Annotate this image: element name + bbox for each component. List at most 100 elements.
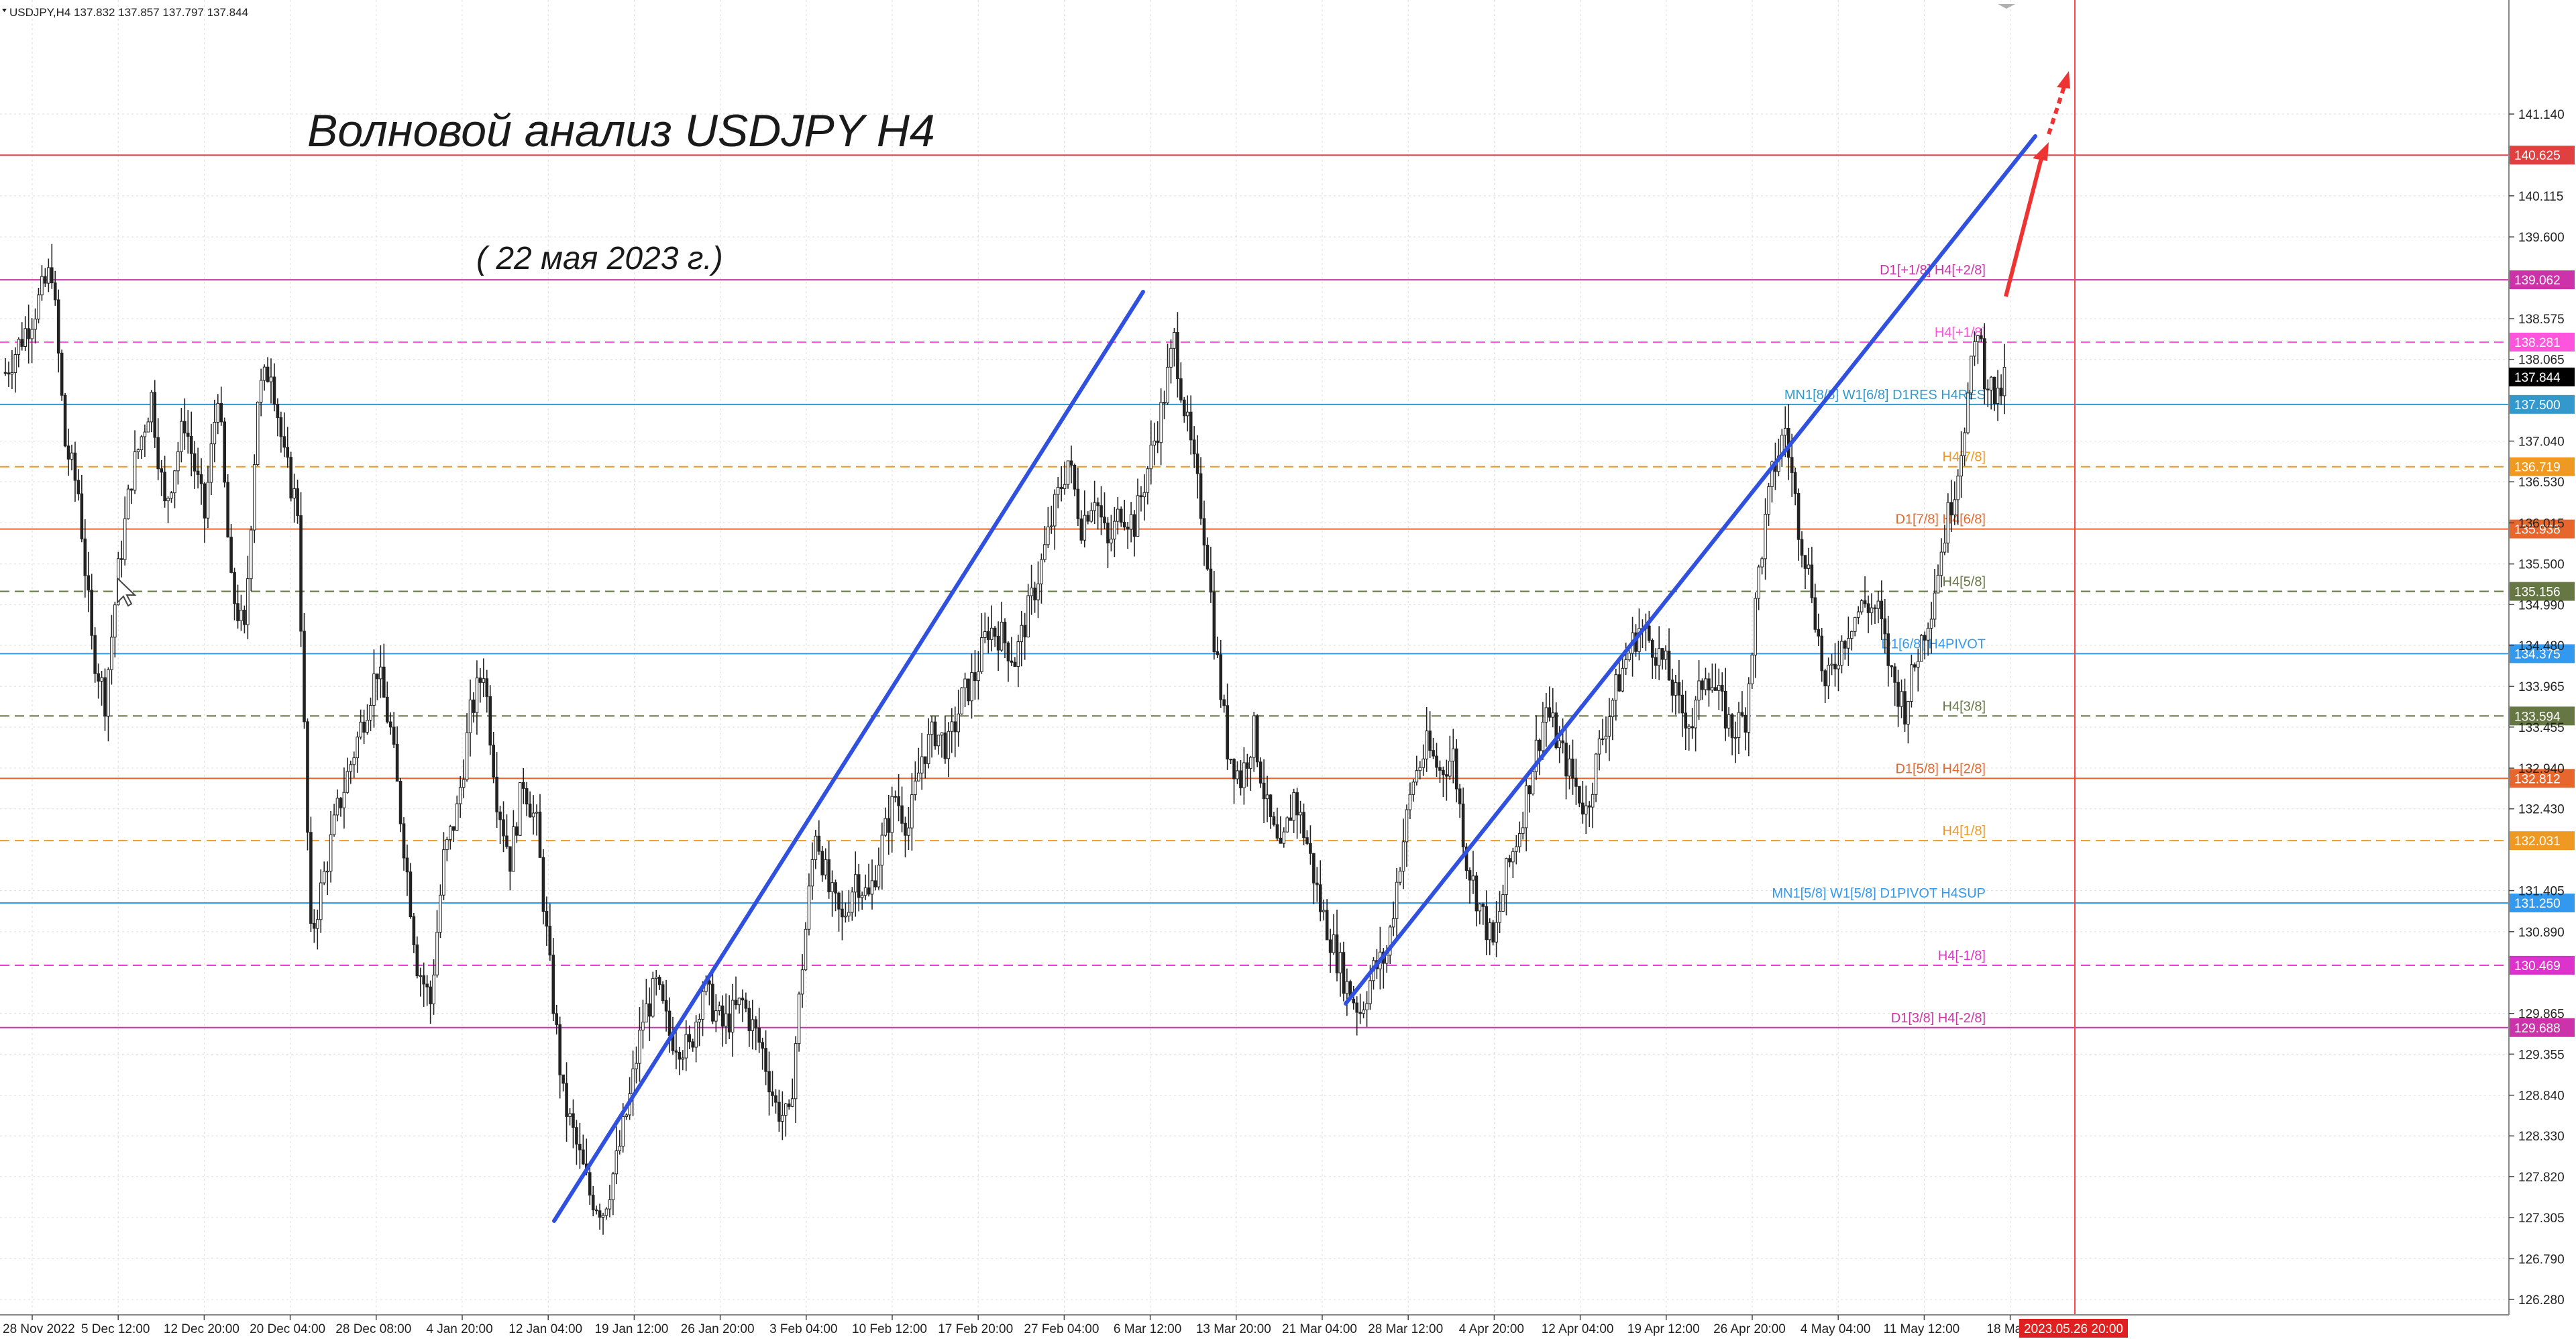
candle-body	[708, 980, 711, 985]
candle-body	[276, 404, 280, 418]
candle-body	[1953, 499, 1957, 516]
trend-line	[552, 290, 1145, 1223]
candle-body	[1401, 841, 1405, 872]
candle-body	[575, 1127, 578, 1145]
candle-body	[502, 819, 505, 837]
candle-body	[425, 983, 429, 987]
candle-body	[173, 470, 176, 494]
candle-body	[1733, 737, 1737, 739]
candle-body	[1209, 568, 1213, 593]
level-price-tag-text: 131.250	[2514, 897, 2561, 911]
symbol-menu-icon[interactable]	[2, 9, 7, 12]
candle-body	[1527, 785, 1532, 795]
candle-body	[412, 916, 416, 945]
candle-body	[3, 372, 7, 374]
candle-body	[857, 874, 861, 898]
candle-body	[1949, 502, 1953, 516]
candle-body	[269, 376, 273, 382]
candle-body	[1478, 904, 1482, 912]
candle-body	[1432, 750, 1435, 757]
candle-body	[342, 792, 346, 808]
price-tick-label: 129.865	[2518, 1008, 2565, 1022]
candle-body	[1946, 502, 1950, 543]
candle-body	[1554, 712, 1558, 749]
candle-body	[1548, 707, 1552, 718]
candle-body	[890, 796, 894, 833]
candle-body	[1913, 664, 1917, 668]
candle-body	[1059, 486, 1063, 489]
candle-body	[824, 859, 827, 875]
candle-body	[558, 1024, 561, 1075]
time-tick-label: 4 Apr 20:00	[1459, 1322, 1524, 1336]
current-time-tag	[2019, 1319, 2128, 1338]
candle-body	[1232, 759, 1236, 780]
candle-body	[1318, 884, 1322, 912]
candle-body	[1252, 715, 1256, 758]
forecast-arrow-line	[2004, 155, 2044, 297]
candle-body	[40, 276, 44, 296]
candle-body	[767, 1071, 771, 1093]
candle-body	[525, 788, 529, 805]
candle-body	[774, 1095, 777, 1103]
candle-body	[1863, 600, 1867, 604]
candle-body	[143, 431, 147, 437]
candle-body	[521, 782, 525, 789]
candle-body	[1587, 805, 1591, 808]
candle-body	[1578, 786, 1581, 804]
candle-body	[7, 372, 11, 375]
candle-body	[449, 826, 452, 840]
candle-body	[989, 627, 994, 640]
candle-body	[933, 721, 937, 747]
candle-body	[621, 1116, 625, 1147]
candle-body	[1043, 544, 1046, 560]
time-tick-label: 18 May	[1986, 1322, 2029, 1336]
time-tick-label: 21 Mar 04:00	[1282, 1322, 1357, 1336]
level-label: MN1[5/8] W1[5/8] D1PIVOT H4SUP	[1772, 886, 1986, 901]
candle-body	[262, 366, 266, 381]
candle-body	[883, 818, 888, 836]
candle-body	[1136, 495, 1140, 537]
candle-body	[1960, 455, 1963, 477]
candle-body	[442, 849, 445, 896]
candle-body	[1956, 476, 1960, 500]
candle-body	[1943, 542, 1947, 553]
candle-body	[199, 474, 203, 484]
candle-body	[1122, 522, 1126, 528]
candle-body	[711, 983, 714, 1022]
candle-body	[635, 1063, 638, 1069]
candle-body	[402, 823, 406, 859]
candle-body	[1418, 767, 1422, 771]
candle-body	[1680, 694, 1684, 714]
candle-body	[1458, 788, 1462, 804]
candle-body	[1883, 618, 1887, 635]
candle-body	[1169, 347, 1173, 368]
candle-body	[1069, 460, 1073, 466]
candle-body	[246, 578, 250, 625]
candle-body	[661, 984, 665, 1002]
level-price-tag	[2509, 270, 2575, 290]
candle-body	[1830, 663, 1833, 666]
candle-body	[1342, 952, 1346, 994]
candle-body	[943, 732, 947, 759]
candle-body	[465, 732, 469, 780]
candle-body	[306, 721, 309, 833]
candle-body	[451, 826, 455, 831]
candle-body	[458, 787, 462, 804]
candle-body	[103, 677, 107, 716]
candle-body	[1796, 493, 1801, 540]
candle-body	[667, 1010, 672, 1036]
candle-body	[1292, 792, 1295, 821]
drawings	[552, 0, 2076, 1315]
candle-body	[810, 859, 814, 887]
candle-body	[591, 1195, 595, 1211]
candle-body	[957, 713, 960, 733]
candle-body	[1508, 858, 1511, 863]
candle-body	[1697, 680, 1701, 701]
scroll-indicator-icon[interactable]	[1998, 4, 2015, 9]
candle-body	[1142, 492, 1146, 498]
candle-body	[1405, 809, 1409, 843]
candle-body	[1817, 629, 1821, 637]
